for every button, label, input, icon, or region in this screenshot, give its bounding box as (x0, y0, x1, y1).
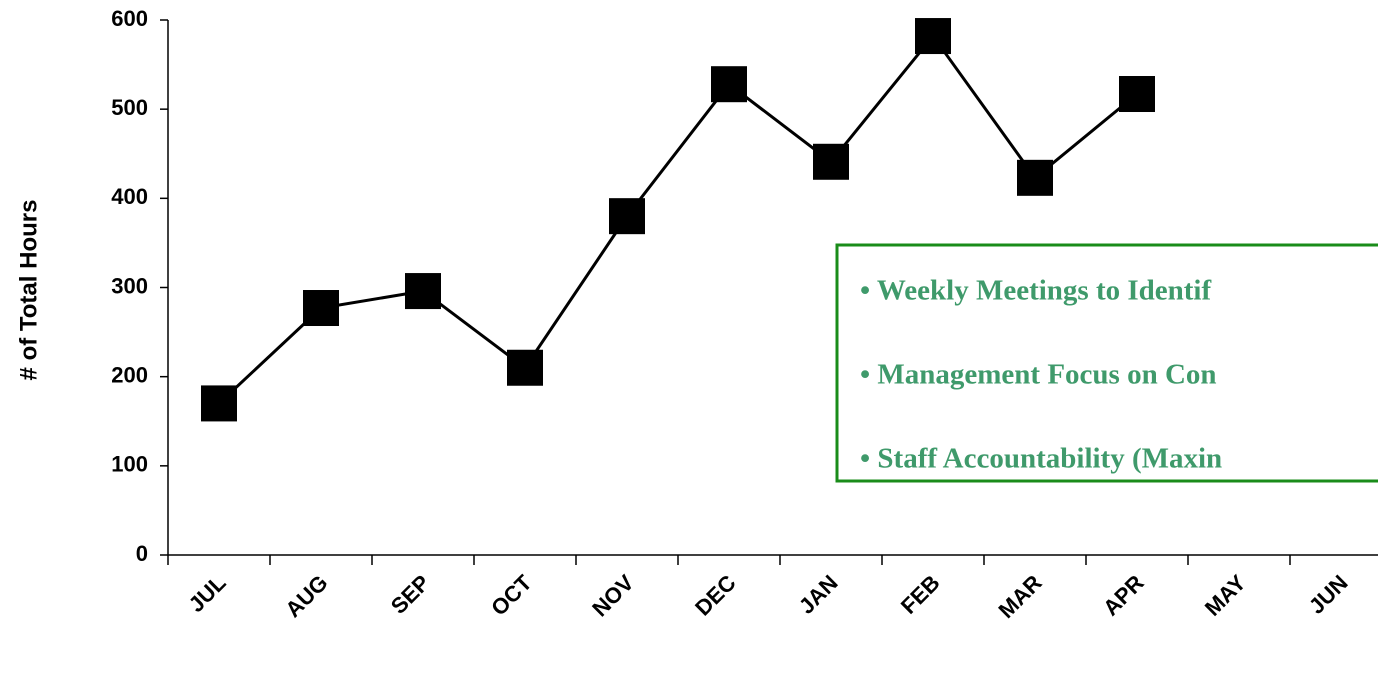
y-tick-label: 0 (136, 541, 148, 566)
y-tick-label: 400 (111, 184, 148, 209)
y-tick-label: 200 (111, 362, 148, 387)
marker (711, 66, 747, 103)
annotation-text: • Management Focus on Con (860, 359, 1217, 391)
x-tick-label: FEB (896, 570, 945, 619)
y-axis-label: # of Total Hours (15, 200, 42, 381)
x-tick-label: DEC (690, 570, 741, 621)
marker (609, 198, 645, 235)
annotation-box (835, 243, 1378, 483)
marker (1119, 76, 1155, 113)
marker (813, 143, 849, 180)
x-tick-label: APR (1098, 570, 1149, 621)
y-tick-label: 300 (111, 273, 148, 298)
x-tick-label: OCT (486, 570, 537, 621)
x-tick-label: JUN (1304, 570, 1353, 619)
x-tick-label: MAY (1200, 570, 1251, 621)
y-tick-label: 600 (111, 6, 148, 31)
x-tick-label: JUL (184, 570, 231, 617)
x-tick-label: JAN (794, 570, 843, 619)
annotation-text: • Weekly Meetings to Identif (860, 275, 1211, 307)
marker (405, 273, 441, 310)
annotation-text: • Staff Accountability (Maxin (860, 443, 1222, 475)
y-tick-label: 100 (111, 452, 148, 477)
marker (1017, 159, 1053, 196)
series-line (217, 33, 1138, 405)
x-tick-label: SEP (386, 570, 435, 619)
marker (201, 385, 237, 422)
marker (303, 290, 339, 327)
marker (915, 18, 951, 55)
y-tick-label: 500 (111, 95, 148, 120)
x-tick-label: AUG (280, 570, 332, 622)
x-tick-label: MAR (994, 570, 1047, 623)
marker (507, 349, 543, 386)
x-tick-label: NOV (587, 570, 639, 622)
